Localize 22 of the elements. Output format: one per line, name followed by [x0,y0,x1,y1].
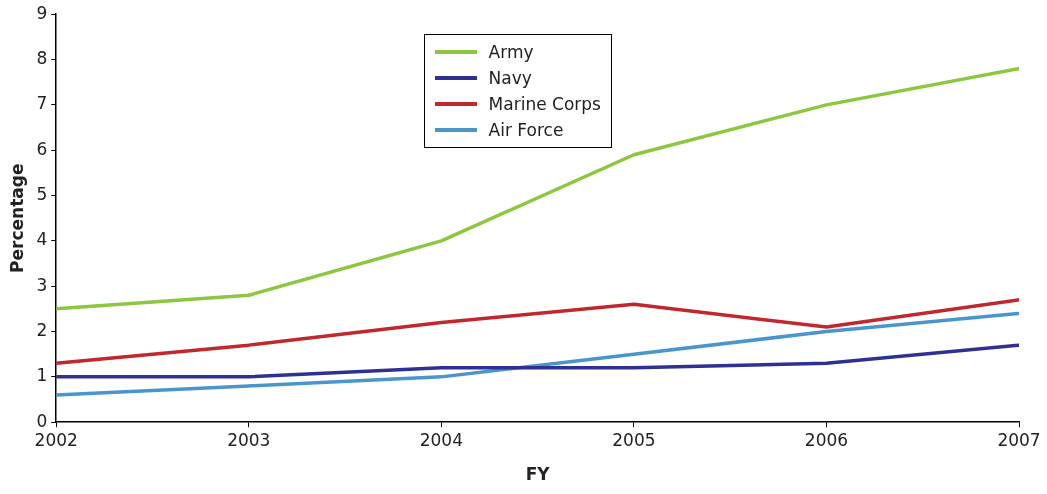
y-tick-label: 3 [36,274,48,295]
legend-label: Navy [488,68,532,89]
y-tick-label: 0 [36,410,48,431]
y-tick-label: 2 [36,319,48,340]
y-tick-label: 4 [36,229,48,250]
x-tick-label: 2004 [419,429,463,450]
y-tick-label: 5 [36,183,48,204]
legend-label: Army [488,42,534,63]
y-tick-label: 6 [36,138,48,159]
x-tick-label: 2002 [34,429,78,450]
y-tick-label: 9 [36,2,48,23]
y-axis-title: Percentage [6,163,27,273]
x-tick-label: 2007 [997,429,1041,450]
y-tick-label: 7 [36,93,48,114]
y-tick-label: 1 [36,365,48,386]
x-tick-label: 2003 [227,429,271,450]
legend-label: Marine Corps [488,94,601,115]
x-tick-label: 2005 [612,429,656,450]
x-axis-title: FY [525,464,551,485]
y-tick-label: 8 [36,47,48,68]
legend-label: Air Force [488,120,564,141]
x-tick-label: 2006 [804,429,849,450]
